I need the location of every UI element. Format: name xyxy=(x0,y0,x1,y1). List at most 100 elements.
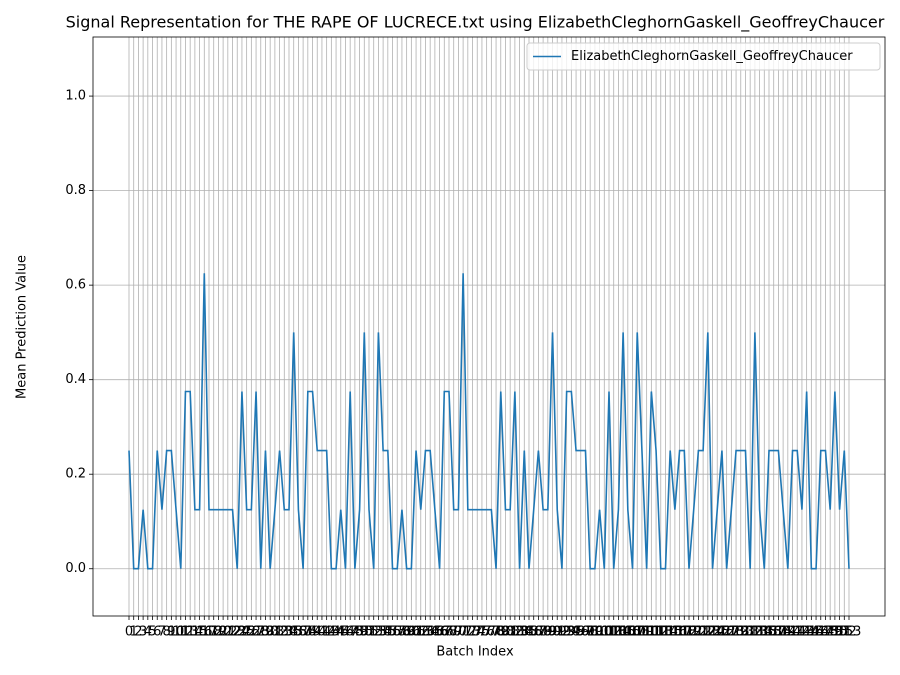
x-tick-label: 19 xyxy=(210,625,227,640)
x-tick-label: 93 xyxy=(558,625,575,640)
x-tick-label: 62 xyxy=(412,625,429,640)
y-tick-label: 0.0 xyxy=(65,561,86,576)
x-tick-label: 141 xyxy=(780,625,805,640)
x-tick-label: 116 xyxy=(662,625,687,640)
axes-frame xyxy=(92,36,886,617)
x-tick-label: 149 xyxy=(818,625,843,640)
x-tick-label: 71 xyxy=(455,625,472,640)
x-tick-label: 54 xyxy=(375,625,392,640)
x-tick-label: 131 xyxy=(733,625,758,640)
x-tick-label: 76 xyxy=(478,625,495,640)
x-tick-label: 53 xyxy=(370,625,387,640)
legend: ElizabethCleghornGaskell_GeoffreyChaucer xyxy=(526,42,881,71)
x-tick-label: 142 xyxy=(785,625,810,640)
legend-box xyxy=(526,42,881,71)
x-tick-label: 87 xyxy=(530,625,547,640)
x-tick-label: 136 xyxy=(757,625,782,640)
x-tick-label: 88 xyxy=(535,625,552,640)
x-tick-label: 98 xyxy=(582,625,599,640)
x-tick-label: 132 xyxy=(738,625,763,640)
x-tick-label: 64 xyxy=(422,625,439,640)
x-tick-label: 8 xyxy=(163,625,171,640)
x-tick-label: 63 xyxy=(417,625,434,640)
x-tick-label: 57 xyxy=(389,625,406,640)
x-tick-label: 10 xyxy=(168,625,185,640)
x-tick-label: 9 xyxy=(167,625,175,640)
x-tick-label: 7 xyxy=(158,625,166,640)
x-tick-label: 115 xyxy=(658,625,683,640)
x-tick-label: 89 xyxy=(540,625,557,640)
x-tick-label: 16 xyxy=(196,625,213,640)
x-tick-label: 95 xyxy=(568,625,585,640)
x-tick-label: 145 xyxy=(799,625,824,640)
x-tick-label: 123 xyxy=(695,625,720,640)
y-tick-label: 1.0 xyxy=(65,89,86,104)
x-tick-label: 0 xyxy=(125,625,133,640)
x-tick-label: 56 xyxy=(384,625,401,640)
x-tick-label: 24 xyxy=(234,625,251,640)
x-tick-label: 126 xyxy=(710,625,735,640)
x-tick-label: 28 xyxy=(252,625,269,640)
x-tick-label: 124 xyxy=(700,625,725,640)
x-tick-label: 37 xyxy=(295,625,312,640)
x-tick-label: 6 xyxy=(153,625,161,640)
x-tick-label: 150 xyxy=(822,625,847,640)
x-tick-label: 143 xyxy=(790,625,815,640)
x-tick-label: 127 xyxy=(714,625,739,640)
x-tick-label: 52 xyxy=(365,625,382,640)
x-tick-label: 35 xyxy=(285,625,302,640)
x-tick-label: 44 xyxy=(328,625,345,640)
x-tick-label: 134 xyxy=(747,625,772,640)
x-tick-label: 106 xyxy=(615,625,640,640)
x-tick-label: 72 xyxy=(460,625,477,640)
x-tick-label: 43 xyxy=(323,625,340,640)
x-tick-label: 120 xyxy=(681,625,706,640)
x-tick-label: 21 xyxy=(220,625,237,640)
series-line xyxy=(128,273,850,570)
x-tick-label: 70 xyxy=(450,625,467,640)
x-tick-label: 38 xyxy=(300,625,317,640)
x-tick-label: 128 xyxy=(719,625,744,640)
x-tick-label: 135 xyxy=(752,625,777,640)
x-tick-label: 125 xyxy=(705,625,730,640)
x-tick-label: 107 xyxy=(620,625,645,640)
x-tick-label: 49 xyxy=(351,625,368,640)
x-tick-label: 69 xyxy=(445,625,462,640)
x-tick-label: 48 xyxy=(347,625,364,640)
x-tick-label: 51 xyxy=(361,625,378,640)
x-tick-label: 78 xyxy=(488,625,505,640)
x-tick-label: 81 xyxy=(502,625,519,640)
x-tick-label: 119 xyxy=(677,625,702,640)
x-tick-label: 140 xyxy=(775,625,800,640)
x-tick-label: 122 xyxy=(691,625,716,640)
x-tick-label: 25 xyxy=(238,625,255,640)
x-tick-label: 36 xyxy=(290,625,307,640)
x-tick-label: 144 xyxy=(794,625,819,640)
x-tick-label: 11 xyxy=(172,625,189,640)
x-tick-label: 77 xyxy=(483,625,500,640)
x-tick-label: 82 xyxy=(507,625,524,640)
legend-label: ElizabethCleghornGaskell_GeoffreyChaucer xyxy=(571,49,853,64)
x-tick-label: 13 xyxy=(182,625,199,640)
x-tick-label: 138 xyxy=(766,625,791,640)
x-tick-label: 29 xyxy=(257,625,274,640)
x-tick-label: 129 xyxy=(724,625,749,640)
x-tick-label: 46 xyxy=(337,625,354,640)
x-tick-label: 68 xyxy=(441,625,458,640)
x-tick-label: 5 xyxy=(148,625,156,640)
x-tick-label: 90 xyxy=(544,625,561,640)
y-axis-label: Mean Prediction Value xyxy=(15,255,30,399)
x-tick-label: 30 xyxy=(262,625,279,640)
x-tick-label: 151 xyxy=(827,625,852,640)
x-tick-label: 113 xyxy=(648,625,673,640)
x-tick-label: 112 xyxy=(644,625,669,640)
x-tick-label: 114 xyxy=(653,625,678,640)
x-tick-label: 58 xyxy=(394,625,411,640)
x-tick-label: 73 xyxy=(464,625,481,640)
y-tick-label: 0.6 xyxy=(65,278,86,293)
x-tick-label: 75 xyxy=(474,625,491,640)
x-tick-label: 18 xyxy=(205,625,222,640)
x-tick-label: 101 xyxy=(592,625,617,640)
